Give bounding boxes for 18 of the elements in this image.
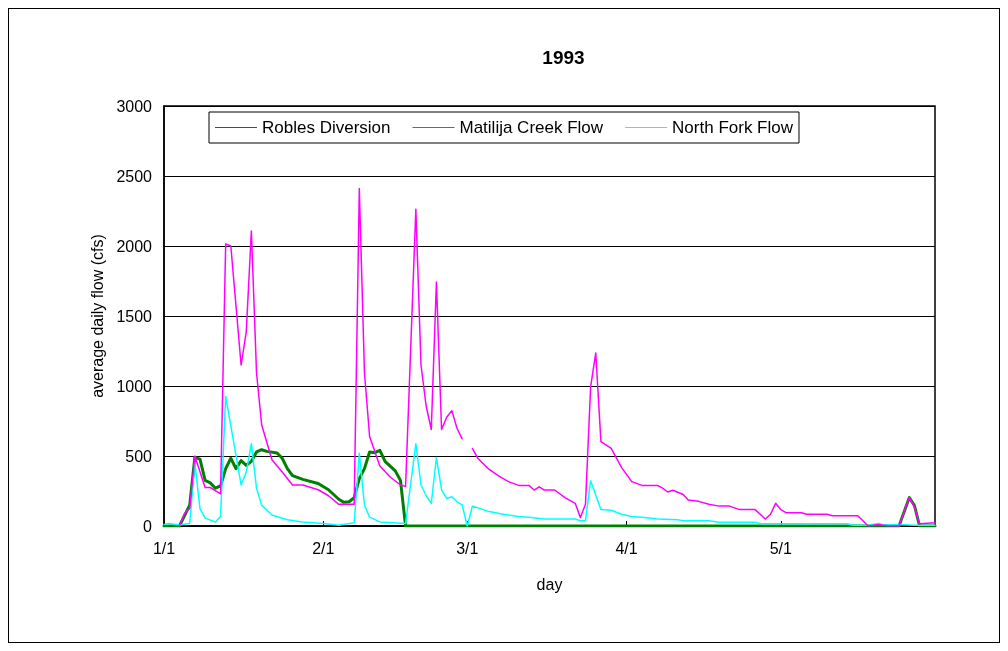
x-tick-label: 2/1 xyxy=(312,539,335,557)
y-tick-label: 2500 xyxy=(116,167,153,185)
legend-label: Robles Diversion xyxy=(262,118,391,137)
y-tick-label: 1500 xyxy=(116,307,153,325)
chart-title: 1993 xyxy=(542,47,585,68)
x-tick-label: 5/1 xyxy=(769,539,793,557)
x-tick-label: 1/1 xyxy=(152,539,176,557)
x-tick-label: 4/1 xyxy=(615,539,638,557)
legend-label: North Fork Flow xyxy=(672,118,794,137)
y-tick-label: 3000 xyxy=(116,97,153,115)
y-tick-label: 1000 xyxy=(116,377,153,395)
y-tick-label: 0 xyxy=(143,517,153,535)
x-tick-label: 3/1 xyxy=(456,539,479,557)
y-tick-label: 500 xyxy=(125,447,153,465)
legend-label: Matilija Creek Flow xyxy=(459,118,604,137)
y-axis-title: average daily flow (cfs) xyxy=(89,234,107,398)
x-axis-title: day xyxy=(536,575,563,593)
y-tick-label: 2000 xyxy=(116,237,153,255)
